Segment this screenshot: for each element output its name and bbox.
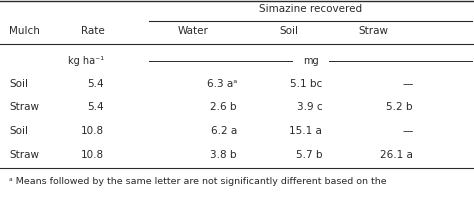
Text: Water: Water <box>178 26 209 35</box>
Text: —: — <box>402 79 412 89</box>
Text: Straw: Straw <box>9 102 39 112</box>
Text: Mulch: Mulch <box>9 26 40 35</box>
Text: kg ha⁻¹: kg ha⁻¹ <box>68 56 104 66</box>
Text: 2.6 b: 2.6 b <box>210 102 237 112</box>
Text: Rate: Rate <box>81 26 104 35</box>
Text: 5.2 b: 5.2 b <box>386 102 412 112</box>
Text: 5.7 b: 5.7 b <box>296 150 322 160</box>
Text: 10.8: 10.8 <box>81 126 104 136</box>
Text: 3.8 b: 3.8 b <box>210 150 237 160</box>
Text: Soil: Soil <box>280 26 299 35</box>
Text: 3.9 c: 3.9 c <box>297 102 322 112</box>
Text: 5.4: 5.4 <box>88 102 104 112</box>
Text: 26.1 a: 26.1 a <box>380 150 412 160</box>
Text: 5.1 bc: 5.1 bc <box>290 79 322 89</box>
Text: 6.2 a: 6.2 a <box>211 126 237 136</box>
Text: ᵃ Means followed by the same letter are not significantly different based on the: ᵃ Means followed by the same letter are … <box>9 177 387 186</box>
Text: Soil: Soil <box>9 126 28 136</box>
Text: mg: mg <box>303 56 318 66</box>
Text: Simazine recovered: Simazine recovered <box>259 4 362 14</box>
Text: 5.4: 5.4 <box>88 79 104 89</box>
Text: 15.1 a: 15.1 a <box>290 126 322 136</box>
Text: Soil: Soil <box>9 79 28 89</box>
Text: Straw: Straw <box>359 26 389 35</box>
Text: 10.8: 10.8 <box>81 150 104 160</box>
Text: 6.3 aᵃ: 6.3 aᵃ <box>207 79 237 89</box>
Text: Straw: Straw <box>9 150 39 160</box>
Text: —: — <box>402 126 412 136</box>
